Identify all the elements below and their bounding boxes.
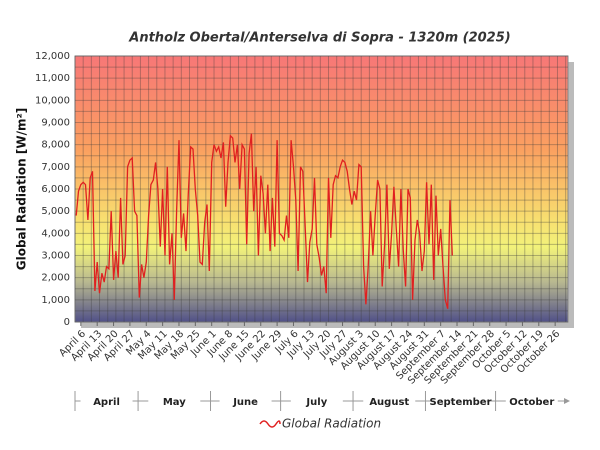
month-label: September — [430, 397, 492, 408]
month-label-bg — [290, 394, 343, 408]
month-label: October — [509, 397, 554, 408]
month-axis-arrow — [564, 398, 570, 404]
y-tick-label: 7,000 — [41, 162, 70, 173]
month-label: August — [369, 397, 409, 408]
y-tick-label: 6,000 — [41, 184, 70, 195]
month-label-bg — [148, 394, 201, 408]
month-label: April — [93, 397, 120, 408]
y-tick-label: 4,000 — [41, 228, 70, 239]
y-tick-label: 10,000 — [35, 95, 70, 106]
plot-background — [74, 55, 569, 323]
y-tick-label: 8,000 — [41, 140, 70, 151]
y-tick-label: 0 — [64, 317, 70, 328]
chart-title: Antholz Obertal/Anterselva di Sopra - 13… — [128, 31, 510, 46]
y-tick-label: 9,000 — [41, 118, 70, 129]
y-tick-label: 12,000 — [35, 51, 70, 62]
month-label-bg — [363, 394, 416, 408]
data-line — [75, 133, 453, 309]
y-tick-label: 3,000 — [41, 251, 70, 262]
y-tick-label: 5,000 — [41, 206, 70, 217]
month-label-bg — [219, 394, 272, 408]
month-label: June — [232, 397, 258, 408]
y-tick-label: 11,000 — [35, 73, 70, 84]
month-label-bg — [505, 394, 558, 408]
month-label: May — [163, 397, 186, 408]
month-label-bg — [434, 394, 487, 408]
month-label: July — [305, 397, 327, 408]
y-axis-label: Global Radiation [W/m²] — [15, 108, 29, 271]
y-tick-label: 1,000 — [41, 295, 70, 306]
y-tick-label: 2,000 — [41, 273, 70, 284]
legend-swatch — [259, 420, 281, 428]
month-label-bg — [80, 394, 133, 408]
legend-label: Global Radiation — [282, 417, 381, 431]
